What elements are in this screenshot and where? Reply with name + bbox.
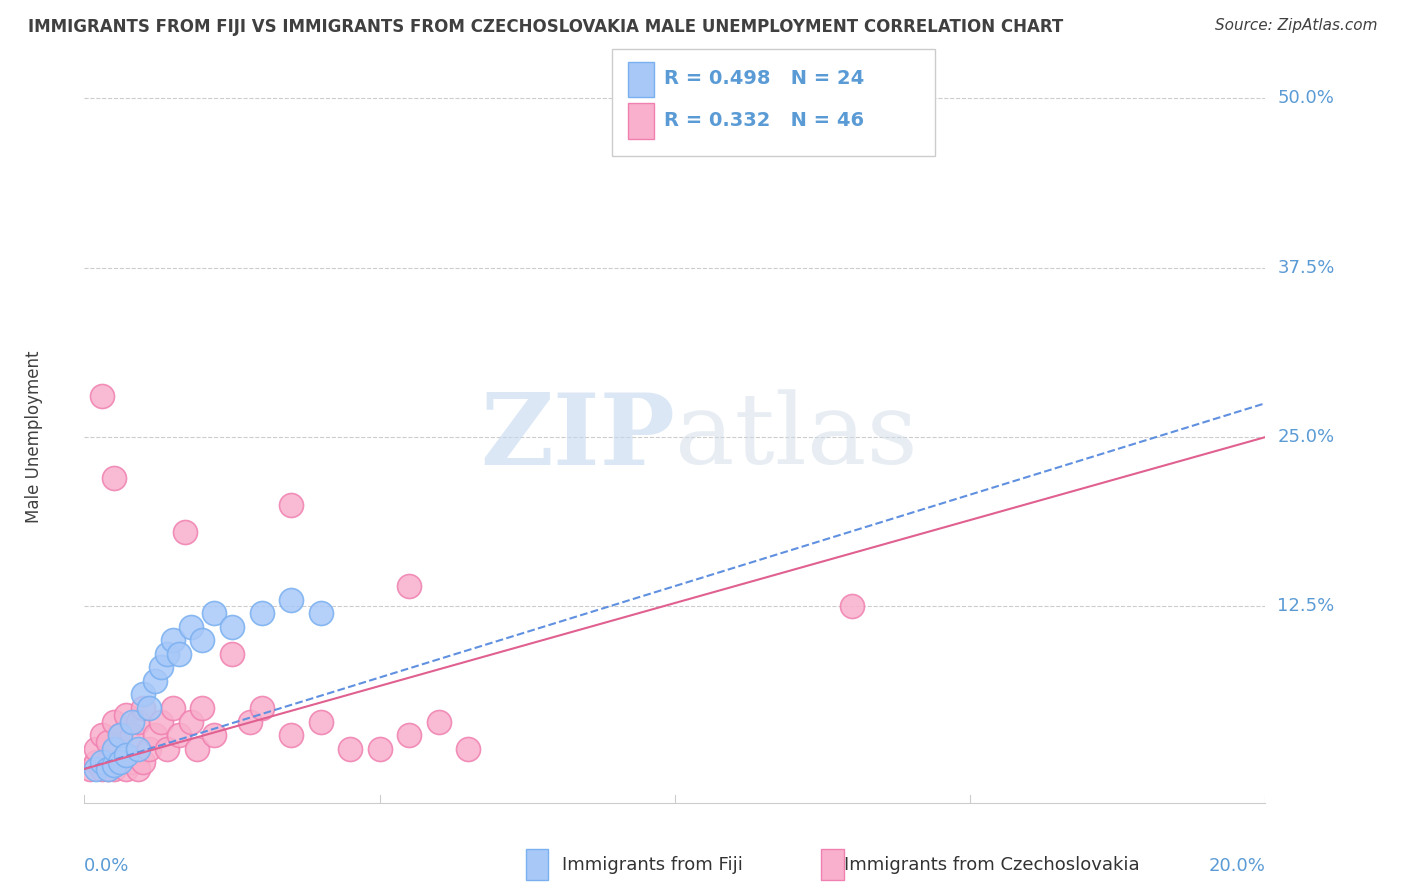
Point	[127, 741, 149, 756]
Text: R = 0.332   N = 46: R = 0.332 N = 46	[664, 111, 863, 130]
Text: 0.0%: 0.0%	[84, 857, 129, 875]
Point	[309, 606, 332, 620]
Point	[156, 647, 179, 661]
Point	[91, 728, 114, 742]
Point	[97, 755, 120, 769]
Point	[91, 755, 114, 769]
Point	[103, 762, 125, 776]
Point	[84, 755, 107, 769]
Point	[167, 728, 190, 742]
Point	[398, 579, 420, 593]
Point	[121, 714, 143, 729]
Point	[108, 728, 131, 742]
Point	[368, 741, 391, 756]
Point	[138, 701, 160, 715]
Point	[191, 633, 214, 648]
Point	[150, 660, 173, 674]
Point	[180, 620, 202, 634]
Point	[108, 728, 131, 742]
Point	[97, 762, 120, 776]
Point	[127, 714, 149, 729]
Point	[132, 688, 155, 702]
Point	[143, 673, 166, 688]
Point	[127, 762, 149, 776]
Text: 37.5%: 37.5%	[1277, 259, 1334, 277]
Point	[339, 741, 361, 756]
Point	[121, 755, 143, 769]
Point	[162, 633, 184, 648]
Point	[457, 741, 479, 756]
Point	[280, 498, 302, 512]
Text: 25.0%: 25.0%	[1277, 428, 1334, 446]
Point	[97, 762, 120, 776]
Point	[132, 701, 155, 715]
Point	[108, 755, 131, 769]
Text: 20.0%: 20.0%	[1209, 857, 1265, 875]
Point	[841, 599, 863, 614]
Point	[91, 762, 114, 776]
Point	[108, 755, 131, 769]
Point	[309, 714, 332, 729]
Point	[84, 741, 107, 756]
Point	[173, 524, 195, 539]
Point	[132, 755, 155, 769]
Point	[202, 728, 225, 742]
Point	[103, 741, 125, 756]
Point	[180, 714, 202, 729]
Point	[79, 762, 101, 776]
Point	[103, 714, 125, 729]
Point	[150, 714, 173, 729]
Point	[398, 728, 420, 742]
Point	[202, 606, 225, 620]
Point	[162, 701, 184, 715]
Point	[121, 728, 143, 742]
Point	[239, 714, 262, 729]
Point	[221, 620, 243, 634]
Point	[138, 741, 160, 756]
Text: 50.0%: 50.0%	[1277, 89, 1334, 107]
Point	[191, 701, 214, 715]
Point	[114, 707, 136, 722]
Point	[167, 647, 190, 661]
Text: Source: ZipAtlas.com: Source: ZipAtlas.com	[1215, 18, 1378, 33]
Point	[250, 701, 273, 715]
Point	[97, 735, 120, 749]
Point	[103, 757, 125, 772]
Text: atlas: atlas	[675, 389, 918, 485]
Text: Male Unemployment: Male Unemployment	[25, 351, 44, 524]
Point	[250, 606, 273, 620]
Point	[427, 714, 450, 729]
Text: Immigrants from Czechoslovakia: Immigrants from Czechoslovakia	[844, 856, 1139, 874]
Text: 12.5%: 12.5%	[1277, 598, 1334, 615]
Text: Immigrants from Fiji: Immigrants from Fiji	[562, 856, 744, 874]
Point	[143, 728, 166, 742]
Point	[280, 728, 302, 742]
Point	[221, 647, 243, 661]
Point	[114, 762, 136, 776]
Point	[103, 471, 125, 485]
Text: ZIP: ZIP	[479, 389, 675, 485]
Point	[186, 741, 208, 756]
Text: IMMIGRANTS FROM FIJI VS IMMIGRANTS FROM CZECHOSLOVAKIA MALE UNEMPLOYMENT CORRELA: IMMIGRANTS FROM FIJI VS IMMIGRANTS FROM …	[28, 18, 1063, 36]
Text: R = 0.498   N = 24: R = 0.498 N = 24	[664, 69, 863, 88]
Point	[280, 592, 302, 607]
Point	[91, 389, 114, 403]
Point	[156, 741, 179, 756]
Point	[114, 748, 136, 763]
Point	[84, 762, 107, 776]
